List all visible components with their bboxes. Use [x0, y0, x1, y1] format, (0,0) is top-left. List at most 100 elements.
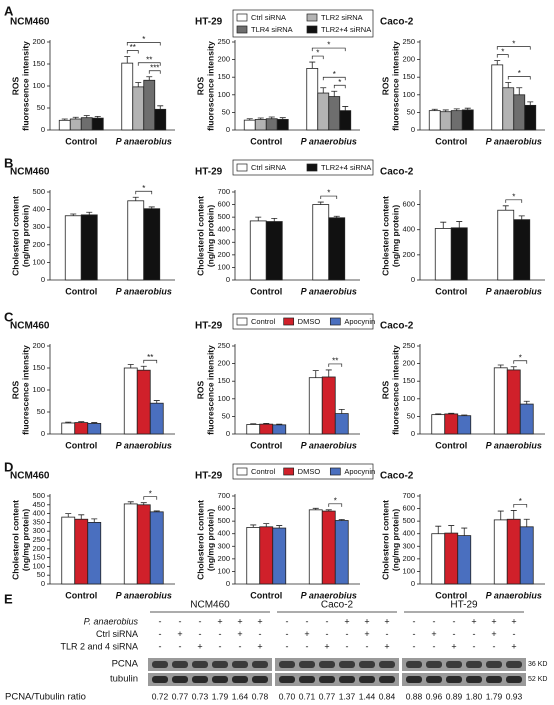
bar	[80, 117, 93, 131]
condition-sign: -	[259, 629, 262, 639]
error-bar	[523, 400, 530, 405]
bar	[149, 402, 164, 435]
legend-label: DMSO	[298, 467, 321, 476]
condition-sign: -	[179, 616, 182, 626]
y-axis-label: Cholesterol content	[380, 196, 390, 276]
bar	[154, 108, 167, 131]
condition-sign: +	[364, 616, 369, 626]
y-axis-label: ROS	[195, 380, 205, 399]
condition-sign: -	[239, 641, 242, 651]
error-bar	[510, 510, 517, 520]
bar	[61, 422, 76, 435]
x-tick-label: Control	[250, 440, 282, 450]
chart-title: NCM460	[10, 167, 50, 178]
bar	[143, 79, 156, 131]
condition-label: TLR 2 and 4 siRNA	[60, 641, 138, 651]
condition-sign: +	[197, 641, 202, 651]
error-bar	[309, 61, 316, 69]
significance-bracket	[135, 190, 153, 195]
legend-swatch	[306, 13, 318, 22]
bar	[69, 118, 82, 131]
bar	[434, 228, 452, 281]
legend-swatch	[306, 163, 318, 172]
condition-sign: +	[451, 641, 456, 651]
bar	[272, 527, 287, 585]
legend-box	[232, 9, 374, 38]
bar	[450, 110, 463, 131]
bar	[64, 215, 82, 281]
error-bar	[497, 510, 504, 520]
x-tick-label: P anaerobius	[486, 286, 542, 296]
y-tick-label: 200	[217, 554, 230, 563]
y-tick-label: 200	[32, 544, 45, 553]
y-tick-label: 150	[32, 59, 45, 68]
bar	[493, 519, 508, 585]
blot-band	[212, 661, 228, 668]
error-bar	[320, 87, 327, 94]
y-tick-label: 250	[32, 535, 45, 544]
panel-label: B	[4, 155, 13, 170]
bar	[61, 516, 76, 585]
y-tick-label: 0	[41, 275, 45, 284]
condition-sign: +	[257, 641, 262, 651]
bar	[334, 413, 349, 435]
blot-band	[446, 661, 462, 668]
legend-swatch	[236, 13, 248, 22]
y-axis-label: Cholesterol content	[195, 196, 205, 276]
bar	[74, 422, 89, 435]
significance-bracket	[333, 84, 346, 89]
blot-band	[339, 661, 355, 668]
y-axis-label: fluorescence intensity	[390, 41, 400, 131]
y-tick-label: 200	[217, 250, 230, 259]
blot-band	[359, 676, 375, 683]
y-tick-label: 100	[32, 81, 45, 90]
legend-label: DMSO	[298, 317, 321, 326]
condition-sign: -	[306, 616, 309, 626]
y-tick-label: 150	[217, 376, 230, 385]
condition-sign: -	[326, 629, 329, 639]
bar	[272, 424, 287, 435]
significance-bracket	[328, 503, 343, 507]
blot-band	[426, 661, 442, 668]
y-tick-label: 150	[32, 553, 45, 562]
y-tick-label: 200	[32, 341, 45, 350]
error-bar	[127, 364, 134, 368]
legend-label: TLR2+4 siRNA	[321, 163, 371, 172]
significance-bracket	[143, 359, 158, 364]
blot-band	[232, 661, 248, 668]
blot-band	[279, 676, 295, 683]
chart-title: HT-29	[195, 471, 223, 482]
panel-label: C	[4, 309, 14, 324]
error-bar	[153, 400, 160, 404]
blot-band	[446, 676, 462, 683]
x-tick-label: P anaerobius	[301, 136, 357, 146]
x-tick-label: Control	[65, 286, 97, 296]
y-tick-label: 0	[411, 275, 415, 284]
significance-label: *	[327, 41, 330, 50]
significance-label: *	[142, 184, 145, 193]
condition-label: Ctrl siRNA	[96, 629, 138, 639]
bar	[491, 64, 504, 131]
condition-sign: -	[159, 616, 162, 626]
significance-label: *	[512, 192, 515, 201]
ratio-value: 1.80	[466, 691, 483, 701]
error-bar	[448, 525, 455, 534]
y-tick-label: 0	[41, 125, 45, 134]
y-tick-label: 400	[217, 225, 230, 234]
y-tick-label: 200	[32, 37, 45, 46]
significance-label: *	[338, 78, 341, 87]
ratio-value: 0.78	[252, 691, 269, 701]
significance-label: *	[142, 35, 145, 44]
legend-label: Ctrl siRNA	[251, 13, 286, 22]
x-tick-label: Control	[250, 590, 282, 600]
y-tick-label: 50	[407, 107, 415, 116]
legend-label: TLR2 siRNA	[321, 13, 363, 22]
bar	[123, 503, 138, 585]
ratio-value: 0.72	[152, 691, 169, 701]
y-axis-label: (ng/mg protein)	[205, 205, 215, 267]
y-tick-label: 0	[226, 579, 230, 588]
condition-sign: -	[179, 641, 182, 651]
y-tick-label: 400	[402, 529, 415, 538]
y-tick-label: 150	[217, 72, 230, 81]
error-bar	[91, 518, 98, 523]
